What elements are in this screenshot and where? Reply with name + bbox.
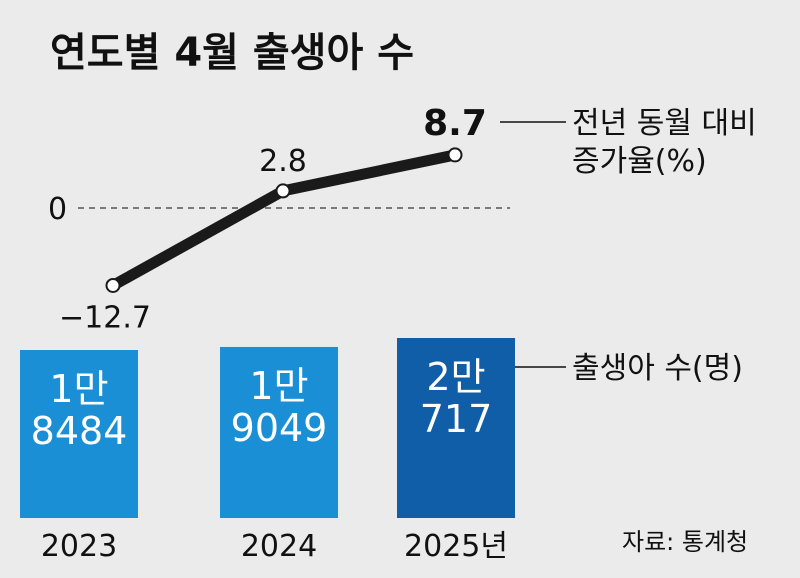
x-tick-label: 2024 (241, 529, 317, 564)
line-point (447, 147, 463, 163)
x-tick-label: 2025년 (404, 529, 508, 564)
x-tick-label: 2023 (41, 529, 117, 564)
line-point (105, 277, 121, 293)
bar-label-line1: 1만 (49, 367, 108, 411)
bar-label-line1: 1만 (249, 364, 308, 408)
line-legend-label-2: 증가율(%) (572, 144, 707, 179)
bar-label-line1: 2만 (426, 355, 485, 399)
bar-label-line2: 9049 (231, 406, 328, 450)
bar-label-line2: 717 (420, 397, 493, 441)
bar-2023 (20, 350, 138, 518)
line-value-label: 2.8 (259, 144, 307, 179)
line-legend-label-1: 전년 동월 대비 (572, 106, 757, 141)
bar-label-line2: 8484 (31, 409, 128, 453)
line-point (275, 183, 291, 199)
line-value-label: 8.7 (423, 103, 487, 144)
bar-2024 (220, 346, 338, 518)
bar-2025년 (397, 338, 515, 518)
zero-label: 0 (48, 192, 67, 227)
line-value-label: −12.7 (59, 300, 151, 335)
chart-title: 연도별 4월 출생아 수 (50, 30, 414, 76)
source-note: 자료: 통계청 (622, 528, 748, 556)
bar-legend-label: 출생아 수(명) (572, 351, 743, 386)
